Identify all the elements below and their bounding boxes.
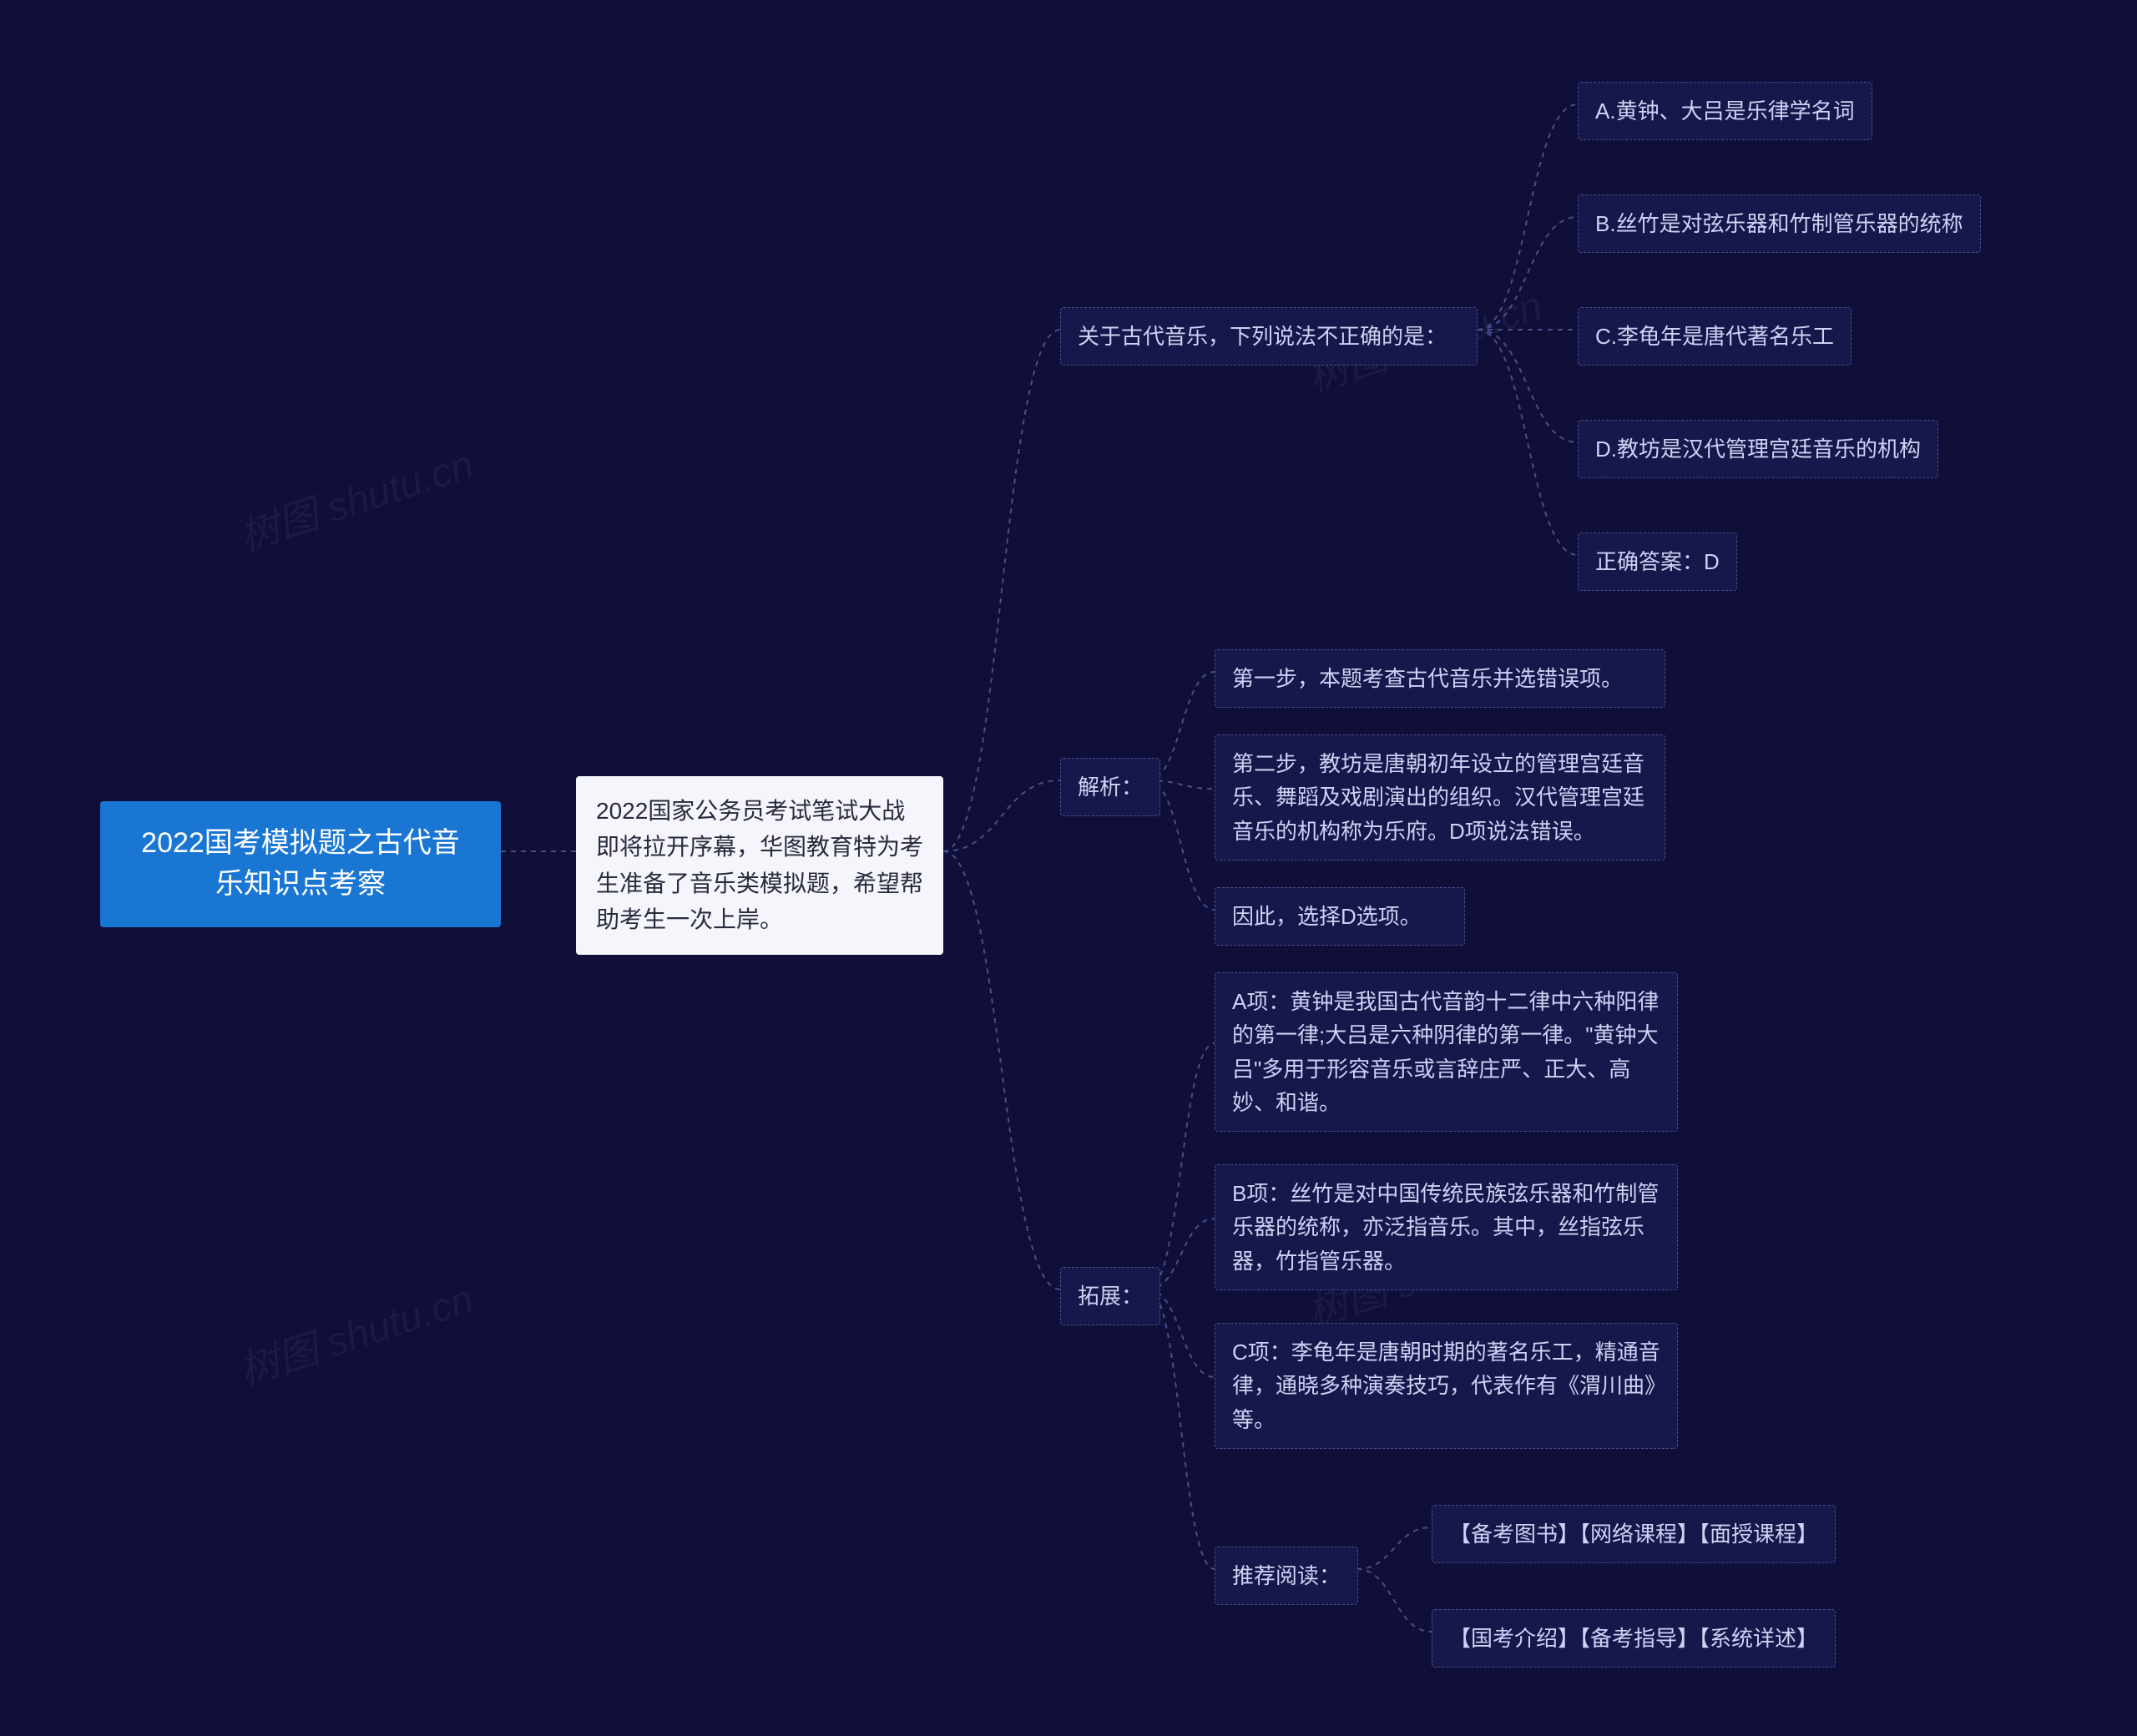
watermark: 树图 shutu.cn [230, 1266, 479, 1396]
correct-answer: 正确答案：D [1578, 532, 1737, 591]
root-node: 2022国考模拟题之古代音 乐知识点考察 [100, 801, 501, 927]
watermark: 树图 shutu.cn [230, 431, 479, 562]
root-line1: 2022国考模拟题之古代音 [124, 823, 477, 864]
extension-item-c: C项：李龟年是唐朝时期的著名乐工，精通音律，通晓多种演奏技巧，代表作有《渭川曲》… [1215, 1323, 1678, 1449]
extension-label: 拓展： [1060, 1267, 1160, 1325]
root-line2: 乐知识点考察 [124, 864, 477, 905]
analysis-label: 解析： [1060, 758, 1160, 816]
intro-node: 2022国家公务员考试笔试大战即将拉开序幕，华图教育特为考生准备了音乐类模拟题，… [576, 776, 943, 955]
analysis-item-3: 因此，选择D选项。 [1215, 887, 1465, 946]
option-c: C.李龟年是唐代著名乐工 [1578, 307, 1852, 366]
recommend-item-1: 【备考图书】【网络课程】【面授课程】 [1432, 1505, 1836, 1563]
analysis-item-1: 第一步，本题考查古代音乐并选错误项。 [1215, 649, 1665, 708]
option-d: D.教坊是汉代管理宫廷音乐的机构 [1578, 420, 1938, 478]
recommend-item-2: 【国考介绍】【备考指导】【系统详述】 [1432, 1609, 1836, 1668]
recommend-label: 推荐阅读： [1215, 1547, 1358, 1605]
analysis-item-2: 第二步，教坊是唐朝初年设立的管理宫廷音乐、舞蹈及戏剧演出的组织。汉代管理宫廷音乐… [1215, 734, 1665, 860]
extension-item-a: A项：黄钟是我国古代音韵十二律中六种阳律的第一律;大吕是六种阴律的第一律。"黄钟… [1215, 972, 1678, 1132]
option-a: A.黄钟、大吕是乐律学名词 [1578, 82, 1872, 140]
extension-item-b: B项：丝竹是对中国传统民族弦乐器和竹制管乐器的统称，亦泛指音乐。其中，丝指弦乐器… [1215, 1164, 1678, 1290]
option-b: B.丝竹是对弦乐器和竹制管乐器的统称 [1578, 194, 1981, 253]
question-label: 关于古代音乐，下列说法不正确的是： [1060, 307, 1478, 366]
